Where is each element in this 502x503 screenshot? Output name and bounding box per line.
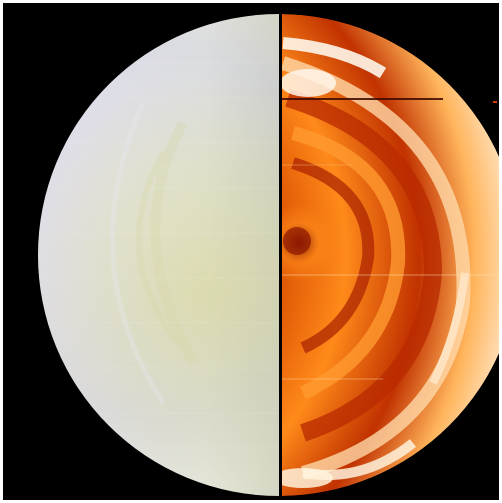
visible-light-hemisphere (38, 14, 279, 496)
planet-composite-svg (38, 3, 499, 500)
hemisphere-divider (279, 3, 282, 500)
infrared-hemisphere (282, 14, 499, 496)
planet-composite-image (3, 3, 499, 500)
